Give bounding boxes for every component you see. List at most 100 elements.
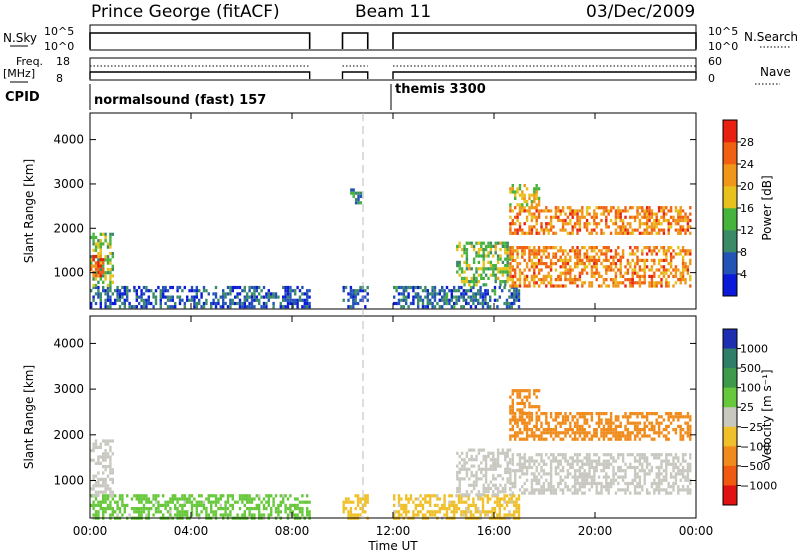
- scatter-cell: [669, 412, 673, 416]
- scatter-cell: [354, 292, 357, 296]
- scatter-cell: [523, 421, 526, 425]
- scatter-cell: [97, 481, 100, 485]
- scatter-cell: [431, 513, 434, 517]
- scatter-cell: [248, 285, 251, 290]
- scatter-cell: [487, 267, 490, 271]
- scatter-cell: [433, 494, 437, 498]
- scatter-cell: [400, 507, 403, 511]
- scatter-cell: [458, 486, 461, 491]
- scatter-cell: [205, 298, 208, 302]
- scatter-cell: [679, 462, 682, 466]
- scatter-cell: [92, 283, 95, 288]
- scatter-cell: [518, 206, 522, 210]
- scatter-cell: [97, 251, 100, 256]
- scatter-cell: [306, 292, 309, 296]
- scatter-cell: [128, 305, 131, 309]
- scatter-cell: [540, 222, 543, 226]
- scatter-cell: [573, 453, 577, 457]
- scatter-cell: [612, 222, 615, 226]
- scatter-cell: [621, 222, 625, 226]
- scatter-cell: [106, 497, 110, 501]
- scatter-cell: [109, 445, 112, 449]
- scatter-cell: [540, 456, 543, 460]
- scatter-cell: [547, 456, 550, 460]
- scatter-cell: [595, 212, 598, 216]
- freq-label: Freq.: [16, 55, 43, 68]
- scatter-cell: [214, 292, 218, 296]
- scatter-cell: [511, 278, 514, 282]
- scatter-cell: [614, 431, 618, 435]
- scatter-cell: [460, 477, 464, 481]
- scatter-cell: [650, 225, 654, 229]
- scatter-cell: [650, 469, 654, 473]
- scatter-cell: [535, 395, 538, 399]
- scatter-cell: [97, 471, 100, 475]
- scatter-cell: [472, 283, 476, 287]
- scatter-cell: [508, 305, 511, 309]
- scatter-cell: [152, 295, 155, 299]
- scatter-cell: [517, 507, 521, 511]
- scatter-cell: [657, 206, 661, 210]
- scatter-cell: [306, 507, 309, 511]
- scatter-cell: [619, 469, 622, 473]
- scatter-cell: [554, 465, 558, 470]
- scatter-cell: [511, 249, 514, 253]
- scatter-cell: [453, 295, 456, 299]
- scatter-cell: [506, 267, 509, 271]
- scatter-cell: [557, 258, 560, 262]
- scatter-cell: [609, 418, 613, 422]
- scatter-cell: [557, 218, 560, 223]
- scatter-cell: [665, 465, 668, 470]
- scatter-cell: [633, 281, 637, 285]
- scatter-cell: [511, 218, 514, 223]
- scatter-cell: [689, 284, 692, 288]
- scatter-cell: [537, 258, 541, 262]
- scatter-cell: [537, 405, 541, 409]
- scatter-cell: [564, 268, 567, 272]
- scatter-cell: [142, 305, 146, 309]
- scatter-cell: [474, 510, 477, 514]
- scatter-cell: [504, 267, 507, 271]
- scatter-cell: [516, 395, 519, 399]
- scatter-cell: [472, 276, 476, 280]
- scatter-cell: [645, 418, 649, 422]
- scatter-cell: [638, 284, 642, 288]
- scatter-cell: [308, 305, 311, 309]
- scatter-cell: [600, 274, 603, 278]
- scatter-cell: [557, 215, 560, 219]
- scatter-cell: [231, 497, 234, 501]
- scatter-cell: [248, 507, 251, 511]
- scatter-cell: [460, 464, 464, 468]
- scatter-cell: [202, 503, 206, 507]
- scatter-cell: [183, 503, 186, 507]
- scatter-cell: [566, 268, 570, 272]
- scatter-cell: [535, 274, 538, 278]
- scatter-cell: [94, 474, 98, 478]
- scatter-cell: [629, 491, 632, 495]
- scatter-cell: [421, 289, 425, 293]
- scatter-cell: [489, 244, 493, 248]
- scatter-cell: [102, 477, 105, 481]
- scatter-cell: [626, 231, 630, 235]
- scatter-cell: [250, 497, 254, 501]
- scatter-cell: [583, 481, 586, 486]
- scatter-cell: [234, 295, 237, 299]
- scatter-cell: [641, 281, 644, 285]
- scatter-cell: [530, 418, 534, 422]
- scatter-cell: [450, 295, 453, 299]
- scatter-cell: [104, 274, 107, 278]
- scatter-cell: [301, 298, 304, 302]
- scatter-cell: [243, 285, 246, 290]
- scatter-cell: [97, 239, 100, 243]
- scatter-cell: [535, 475, 538, 479]
- scatter-cell: [523, 418, 526, 422]
- scatter-cell: [289, 494, 292, 498]
- scatter-cell: [624, 488, 627, 492]
- scatter-cell: [684, 218, 687, 223]
- scatter-cell: [195, 513, 198, 517]
- scatter-cell: [477, 273, 481, 277]
- scatter-cell: [484, 267, 488, 271]
- scatter-cell: [643, 469, 646, 473]
- scatter-cell: [593, 215, 596, 219]
- scatter-cell: [457, 295, 461, 299]
